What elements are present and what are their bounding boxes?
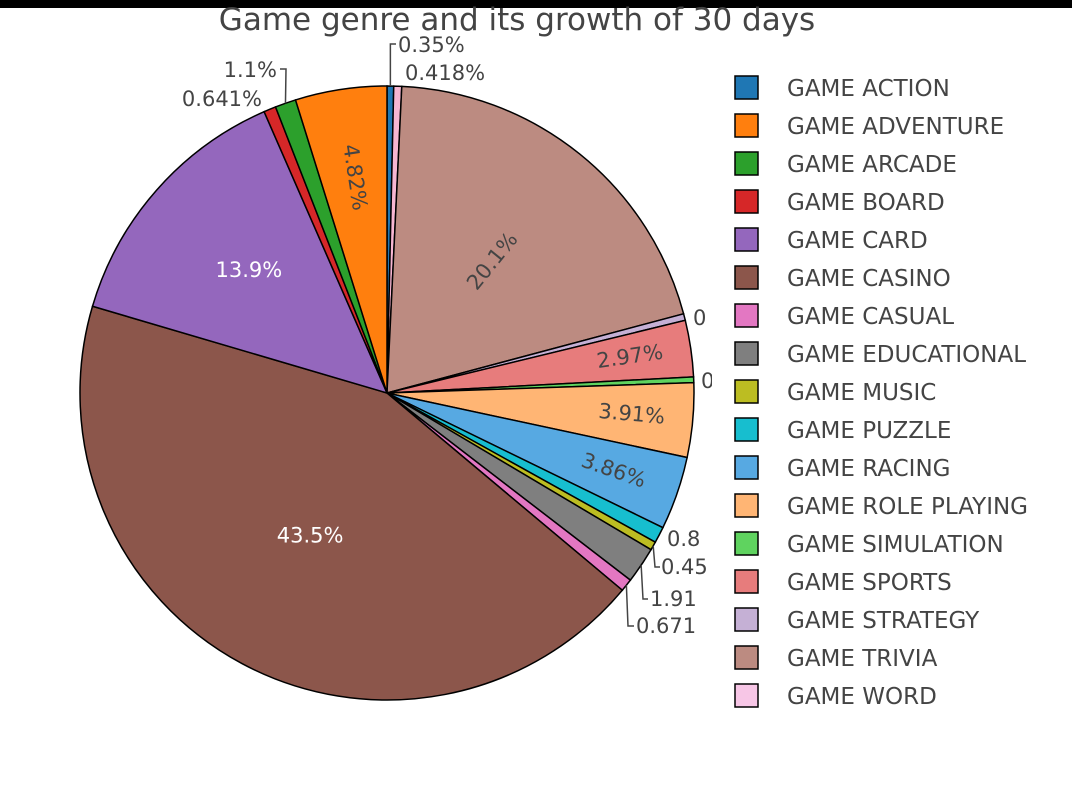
legend-swatch-game-puzzle	[734, 417, 759, 442]
legend-background	[712, 60, 1072, 720]
slice-label-game-puzzle: 0.8	[667, 527, 700, 551]
leader-game-educational	[640, 565, 648, 600]
legend-label-game-arcade: GAME ARCADE	[787, 152, 957, 178]
chart-title: Game genre and its growth of 30 days	[218, 2, 816, 38]
slice-label-game-arcade: 1.1%	[224, 58, 277, 82]
legend-swatch-game-trivia	[734, 645, 759, 670]
pie-labels: 0.35%0.418%20.1%02.97%03.91%3.86%0.80.45…	[182, 33, 1072, 720]
legend-swatch-game-educational	[734, 341, 759, 366]
legend-swatch-game-board	[734, 189, 759, 214]
slice-game-casino	[79, 305, 624, 701]
slice-label-game-educational: 1.91	[650, 587, 697, 611]
legend-swatch-game-strategy	[734, 607, 759, 632]
legend-swatch-game-simulation	[734, 531, 759, 556]
slice-label-game-card: 13.9%	[215, 258, 282, 282]
legend-label-game-board: GAME BOARD	[787, 190, 945, 216]
leader-game-arcade	[280, 68, 287, 104]
legend-swatch-game-casino	[734, 265, 759, 290]
slice-label-game-music: 0.45	[661, 555, 708, 579]
legend-swatch-game-racing	[734, 455, 759, 480]
legend-label-game-trivia: GAME TRIVIA	[787, 646, 938, 672]
legend-label-game-strategy: GAME STRATEGY	[787, 608, 980, 634]
legend-label-game-action: GAME ACTION	[787, 76, 950, 102]
top-bar	[0, 0, 1072, 8]
legend-label-game-educational: GAME EDUCATIONAL	[787, 342, 1026, 368]
legend-label-game-sports: GAME SPORTS	[787, 570, 952, 596]
leader-game-action	[389, 43, 396, 87]
legend-label-game-casual: GAME CASUAL	[787, 304, 954, 330]
leader-game-music	[652, 545, 660, 568]
pie-slices	[79, 85, 695, 701]
legend-label-game-adventure: GAME ADVENTURE	[787, 114, 1004, 140]
legend-label-game-word: GAME WORD	[787, 684, 937, 710]
legend-label-game-simulation: GAME SIMULATION	[787, 532, 1004, 558]
legend-swatch-game-arcade	[734, 151, 759, 176]
slice-label-game-action: 0.35%	[398, 33, 465, 57]
slice-game-trivia	[386, 85, 685, 394]
slice-label-game-simulation: 0	[701, 369, 714, 393]
legend-label-game-racing: GAME RACING	[787, 456, 951, 482]
slice-label-game-strategy: 0	[693, 306, 706, 330]
slice-label-game-casino: 43.5%	[277, 523, 344, 547]
slice-game-adventure	[294, 85, 388, 394]
legend-label-game-card: GAME CARD	[787, 228, 928, 254]
legend-swatch-game-word	[734, 683, 759, 708]
legend-swatch-game-adventure	[734, 113, 759, 138]
legend-label-game-role-playing: GAME ROLE PLAYING	[787, 494, 1028, 520]
slice-label-game-word: 0.418%	[405, 61, 485, 85]
legend-label-game-music: GAME MUSIC	[787, 380, 936, 406]
legend-swatch-game-music	[734, 379, 759, 404]
legend-label-game-casino: GAME CASINO	[787, 266, 951, 292]
legend: GAME ACTION GAME ADVENTURE GAME ARCADE GAME…	[734, 75, 1028, 710]
legend-label-game-puzzle: GAME PUZZLE	[787, 418, 951, 444]
legend-swatch-game-card	[734, 227, 759, 252]
slice-label-game-role-playing: 3.91%	[597, 399, 666, 429]
legend-swatch-game-casual	[734, 303, 759, 328]
legend-swatch-game-action	[734, 75, 759, 100]
slice-label-game-casual: 0.671	[636, 614, 696, 638]
legend-swatch-game-role-playing	[734, 493, 759, 518]
leader-game-casual	[625, 585, 634, 627]
slice-game-card	[91, 110, 389, 395]
slice-label-game-board: 0.641%	[182, 87, 262, 111]
legend-swatch-game-sports	[734, 569, 759, 594]
